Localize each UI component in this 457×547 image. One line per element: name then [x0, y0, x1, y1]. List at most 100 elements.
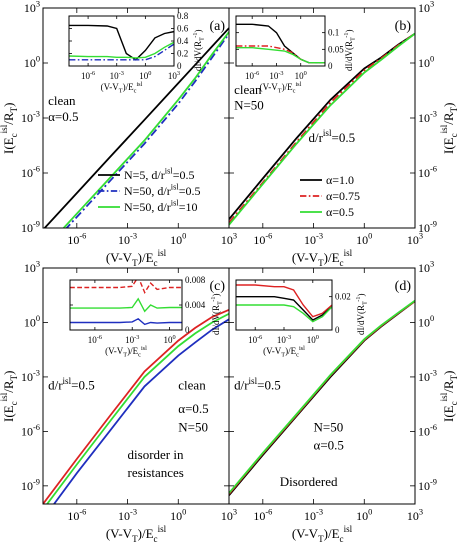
annotation: clean	[234, 82, 262, 97]
y-tick-label: 0	[335, 325, 340, 335]
x-tick-label: 10-3​	[277, 334, 291, 345]
y-tick-label: 10-6​	[418, 423, 437, 438]
x-tick-label: 103​	[407, 232, 423, 247]
y-axis-label: I(Ecisl/RT)	[439, 371, 457, 422]
y-tick-label: 0.02	[335, 292, 351, 302]
y-tick-label: 0.2	[177, 49, 188, 59]
annotation: clean	[178, 378, 206, 393]
x-axis-label: (V-VT)/Ecisl​	[292, 248, 353, 268]
annotation: α=0.5	[48, 109, 78, 124]
x-tick-label: 103​	[407, 508, 423, 523]
panel-letter: (b)	[395, 19, 412, 34]
y-tick-label: 10-3​	[21, 369, 40, 384]
series-line-0	[43, 27, 229, 228]
inset-panel: 10-6​ 10-3​ 100​ 0 0.02 (V-VT)/Ecisl​ dI/dV(RT…	[235, 279, 369, 359]
y-tick-label: 10-3​	[418, 110, 437, 125]
x-axis-label: (V-VT)/Ecisl​	[292, 524, 353, 544]
x-axis-label: (V-VT)/Ecisl​	[263, 345, 305, 359]
annotation: clean	[48, 93, 76, 108]
series-line-2	[62, 31, 229, 228]
y-tick-label: 0.6	[177, 24, 189, 34]
x-tick-label: 100​	[139, 70, 151, 81]
annotation: N=50	[314, 419, 344, 434]
series-line-0	[43, 308, 229, 504]
x-tick-label: 100​	[356, 508, 372, 523]
y-axis-label: dI/dV(RT-1)	[355, 293, 369, 335]
y-tick-label: 0.008	[185, 275, 206, 285]
series-line-0	[236, 284, 332, 318]
main-panel: 10-6​10-3​100​103​10-9​10-6​10-3​100​103…	[228, 260, 457, 544]
x-tick-label: 10-6​	[245, 70, 259, 81]
series-line-2	[236, 47, 325, 64]
annotation: α=0.5	[314, 438, 344, 453]
legend-label: α=0.75	[326, 189, 360, 203]
panel-letter: (a)	[209, 19, 225, 34]
y-tick-label: 0.8	[177, 11, 189, 21]
inset-panel: 10-6​ 10-3​ 100​ 103​0 0.2 0.4 0.6 0.8 (V-VT)/Ec…	[68, 11, 206, 95]
x-tick-label: 100​	[295, 70, 307, 81]
x-tick-label: 100​	[170, 508, 186, 523]
x-tick-label: 100​	[163, 334, 175, 345]
annotation: resistances	[128, 465, 184, 480]
legend-label: α=0.5	[326, 205, 354, 219]
x-tick-label: 10-3​	[118, 232, 137, 247]
y-tick-label: 100​	[418, 55, 434, 70]
y-tick-label: 10-3​	[21, 110, 40, 125]
x-tick-label: 103​	[221, 232, 237, 247]
legend-label: α=1.0	[326, 173, 354, 187]
y-tick-label: 10-3​	[418, 369, 437, 384]
series-line-0	[69, 24, 174, 61]
inset-background	[236, 16, 325, 66]
x-tick-label: 10-6​	[248, 334, 262, 345]
x-tick-label: 10-3​	[110, 70, 124, 81]
y-tick-label: 10-9​	[418, 220, 437, 235]
y-axis-label: dI/dV(RT-1)	[343, 29, 357, 71]
x-tick-label: 100​	[356, 232, 372, 247]
plot-frame	[235, 15, 326, 67]
y-tick-label: 10-9​	[21, 220, 40, 235]
y-tick-label: 10-6​	[21, 165, 40, 180]
y-axis-label: I(Ecisl/RT)	[0, 371, 19, 422]
plot-frame	[228, 267, 416, 505]
x-tick-label: 10-6​	[81, 70, 95, 81]
annotation: N=50	[178, 419, 208, 434]
y-axis-label: dI/dV(RT-1)	[210, 293, 224, 335]
legend-label: N=50, d/risl=10	[124, 199, 197, 214]
annotation: Disordered	[280, 474, 338, 489]
series-line-1	[236, 296, 332, 321]
y-axis-label: I(Ecisl/RT)	[439, 103, 457, 154]
x-tick-label: 10-6​	[67, 232, 86, 247]
series-line-1	[70, 297, 182, 313]
x-tick-label: 10-6​	[253, 232, 272, 247]
y-tick-label: 0.4	[177, 36, 189, 46]
y-tick-label: 103​	[24, 260, 40, 275]
series-line-2	[69, 41, 174, 59]
x-tick-label: 10-6​	[253, 508, 272, 523]
annotation: α=0.5	[178, 401, 208, 416]
y-tick-label: 0	[177, 61, 182, 71]
x-tick-label: 10-3​	[304, 232, 323, 247]
x-tick-label: 103​	[221, 508, 237, 523]
x-tick-label: 100​	[307, 334, 319, 345]
series-line-2	[229, 299, 415, 494]
x-axis-label: (V-VT)/Ecisl​	[106, 524, 167, 544]
x-tick-label: 10-3​	[269, 70, 283, 81]
x-axis-label: (V-VT)/Ecisl​	[105, 345, 147, 359]
y-axis-label: dI/dV(RT-1)	[192, 29, 206, 71]
series-line-2	[52, 318, 229, 504]
main-panel: 10-6​10-3​100​103​10-9​10-6​10-3​100​103…	[228, 0, 457, 268]
x-axis-label: (V-VT)/Ecisl​	[106, 248, 167, 268]
y-tick-label: 0	[185, 325, 190, 335]
x-tick-label: 10-3​	[118, 508, 137, 523]
annotation: d/risl=0.5	[48, 376, 95, 393]
x-tick-label: 103​	[168, 70, 180, 81]
y-tick-label: 100​	[24, 55, 40, 70]
inset-panel: 10-6​ 10-3​ 100​ 0 0.004 0.008 (V-VT)/Ecisl​ dI…	[69, 275, 224, 359]
x-tick-label: 100​	[170, 232, 186, 247]
y-axis-label: I(Ecisl/RT)	[0, 103, 19, 154]
annotation: N=50	[234, 97, 264, 112]
y-tick-label: 103​	[418, 0, 434, 15]
x-axis-label: (V-VT)/Ecisl​	[260, 81, 302, 95]
annotation: d/risl=0.5	[234, 376, 281, 393]
